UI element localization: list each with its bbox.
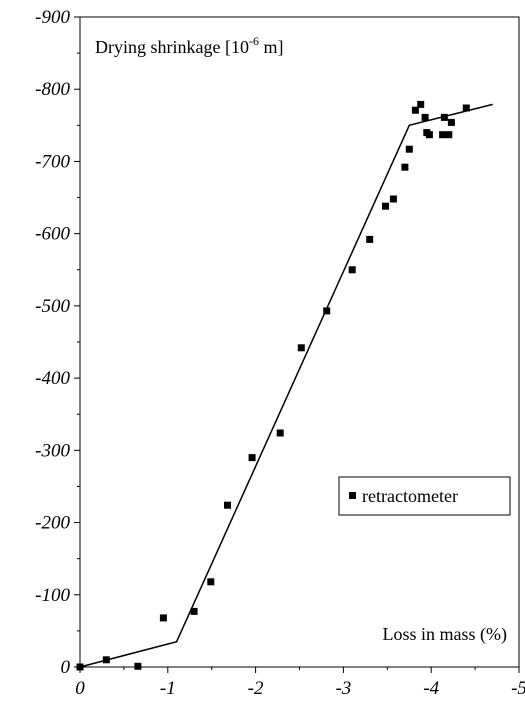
data-point bbox=[224, 501, 231, 509]
y-tick-label: -600 bbox=[35, 224, 70, 245]
data-point bbox=[440, 113, 448, 121]
data-point bbox=[421, 113, 429, 121]
x-tick-label: -1 bbox=[160, 678, 176, 699]
data-point bbox=[190, 607, 198, 615]
y-axis-label-text: Drying shrinkage [10 bbox=[95, 37, 249, 57]
data-point bbox=[207, 578, 215, 586]
plot-area bbox=[79, 16, 520, 668]
x-axis: 0 -1 -2 -3 -4 -5 bbox=[75, 667, 525, 699]
data-point bbox=[405, 145, 413, 153]
y-tick-label: -400 bbox=[35, 368, 70, 389]
legend-label-retractometer: retractometer bbox=[362, 486, 458, 506]
x-tick-label: -4 bbox=[423, 678, 439, 699]
data-point bbox=[425, 131, 433, 139]
y-axis-label-unit: m] bbox=[259, 37, 284, 57]
y-axis-label: Drying shrinkage [10-6 m] bbox=[95, 34, 283, 57]
data-point bbox=[389, 195, 397, 203]
y-axis-label-exponent: -6 bbox=[249, 34, 259, 48]
data-point bbox=[462, 104, 470, 112]
fit-line-group bbox=[79, 103, 493, 668]
y-tick-label: -700 bbox=[35, 151, 70, 172]
y-tick-label: 0 bbox=[61, 657, 71, 678]
x-tick-label: -2 bbox=[248, 678, 264, 699]
data-point bbox=[348, 266, 356, 274]
x-tick-label: -5 bbox=[511, 678, 525, 699]
data-point bbox=[401, 163, 409, 171]
x-tick-label: 0 bbox=[75, 678, 85, 699]
data-point bbox=[447, 118, 455, 126]
legend: retractometer bbox=[338, 476, 511, 516]
data-point bbox=[417, 100, 425, 108]
y-tick-label: -100 bbox=[35, 585, 70, 606]
data-point bbox=[76, 663, 84, 671]
data-point bbox=[445, 131, 453, 139]
data-point bbox=[323, 307, 331, 315]
data-points bbox=[76, 100, 470, 671]
fit-line bbox=[79, 103, 493, 668]
data-point bbox=[366, 235, 374, 243]
data-point bbox=[102, 656, 110, 664]
x-axis-label: Loss in mass (%) bbox=[383, 624, 508, 645]
data-point bbox=[297, 344, 305, 352]
y-tick-label: -300 bbox=[35, 440, 70, 461]
y-axis: 0 -100 -200 -300 -400 -500 -600 -700 -800 -900 bbox=[35, 7, 80, 678]
y-tick-label: -800 bbox=[35, 79, 70, 100]
y-tick-label: -200 bbox=[35, 513, 70, 534]
data-point bbox=[248, 454, 256, 462]
data-point bbox=[411, 106, 419, 114]
y-tick-label: -900 bbox=[35, 7, 70, 28]
y-tick-label: -500 bbox=[35, 296, 70, 317]
data-point bbox=[382, 202, 389, 210]
legend-box bbox=[338, 476, 511, 516]
data-point bbox=[159, 614, 167, 622]
legend-marker-retractometer bbox=[349, 492, 356, 499]
data-point bbox=[439, 131, 447, 139]
x-tick-label: -3 bbox=[335, 678, 351, 699]
data-point bbox=[276, 429, 284, 437]
data-point bbox=[134, 662, 142, 670]
